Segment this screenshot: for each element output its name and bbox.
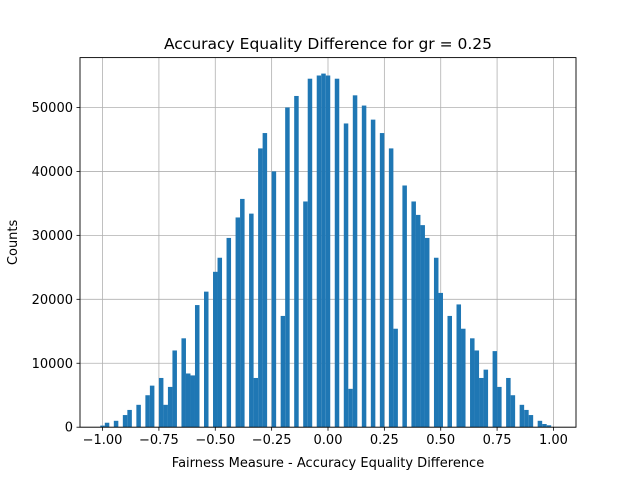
histogram-bar [415,214,421,428]
histogram-bar [249,213,254,428]
histogram-bar [420,225,425,428]
histogram-bar [461,328,466,428]
histogram-bar [379,133,385,428]
histogram-bar [172,350,177,428]
histogram-bar [136,404,141,428]
histogram-bar [235,217,241,428]
histogram-bar [402,185,407,428]
chart-title: Accuracy Equality Difference for gr = 0.… [164,35,492,53]
x-tick-label: −0.75 [139,433,179,448]
histogram-bar [524,409,529,428]
histogram-bar [303,201,308,428]
histogram-bar [537,420,543,428]
histogram-bar [519,404,525,428]
histogram-bar [506,377,511,428]
histogram-bar [447,315,452,428]
histogram-bar [483,369,489,428]
y-tick-label: 30000 [32,229,73,244]
x-tick-label: 1.00 [539,433,568,448]
histogram-bar [542,424,547,428]
x-tick-label: −0.50 [195,433,235,448]
x-tick-label: 0.25 [370,433,399,448]
histogram-bar [104,422,110,428]
histogram-bar [470,338,475,428]
histogram-bar [411,201,416,428]
histogram-bar [325,75,331,428]
histogram-bar [262,133,268,428]
histogram-bar [348,388,353,428]
x-tick-label: −0.25 [252,433,292,448]
histogram-bar [213,271,218,428]
histogram-bar [194,305,200,428]
histogram-bar [163,404,168,428]
histogram-bar [294,95,299,428]
histogram-bar [393,328,398,428]
histogram-bar [285,107,290,428]
y-tick-label: 10000 [32,357,73,372]
histogram-bar [240,198,245,428]
y-axis-ticks: 0 10000 20000 30000 40000 50000 [32,101,80,436]
histogram-bar [497,386,502,428]
y-tick-label: 0 [65,421,73,436]
histogram-bar [370,119,376,428]
histogram-bar [479,377,484,428]
histogram-bar [474,350,480,428]
histogram-bar [271,171,277,428]
histogram-bar [185,373,191,428]
histogram-bar [321,73,326,428]
histogram-bar [492,351,498,428]
histogram-bar [158,377,164,428]
x-tick-label: −1.00 [83,433,123,448]
x-tick-label: 0.50 [426,433,455,448]
histogram-bar [456,304,462,428]
histogram-bar [352,95,358,428]
histogram-bar [280,315,286,428]
histogram-bar [149,385,155,428]
histogram-bar [113,420,119,428]
x-tick-label: 0.75 [483,433,512,448]
histogram-bar [253,377,259,428]
histogram-bar [510,395,516,428]
y-tick-label: 20000 [32,293,73,308]
x-tick-label: 0.00 [314,433,343,448]
histogram-bar [204,291,209,428]
x-axis-label: Fairness Measure - Accuracy Equality Dif… [172,456,484,471]
x-axis-ticks: −1.00 −0.75 −0.50 −0.25 0.00 0.25 0.50 0.75 1.00 [83,427,568,448]
histogram-bar [181,338,186,428]
histogram-bar [190,375,195,428]
histogram-bar [528,415,534,428]
histogram-bar [388,148,394,428]
histogram-bar [316,75,322,428]
histogram-bar [258,148,263,428]
histogram-bar [100,425,105,428]
histogram-bar [433,257,439,428]
histogram-bar [334,78,340,428]
y-tick-label: 40000 [32,165,73,180]
histogram-bar [145,395,150,428]
histogram-bar [438,292,443,428]
histogram-bar [343,123,349,428]
histogram-bar [307,78,313,428]
histogram-bars [100,73,552,428]
histogram-bar [226,237,232,428]
histogram-bar [122,415,128,428]
histogram-bar [361,105,367,428]
histogram-bar [424,237,430,428]
histogram-bar [217,257,223,428]
histogram-bar [546,425,552,428]
y-axis-label: Counts [6,219,21,265]
histogram-bar [167,386,173,428]
histogram-bar [127,409,132,428]
y-tick-label: 50000 [32,101,73,116]
